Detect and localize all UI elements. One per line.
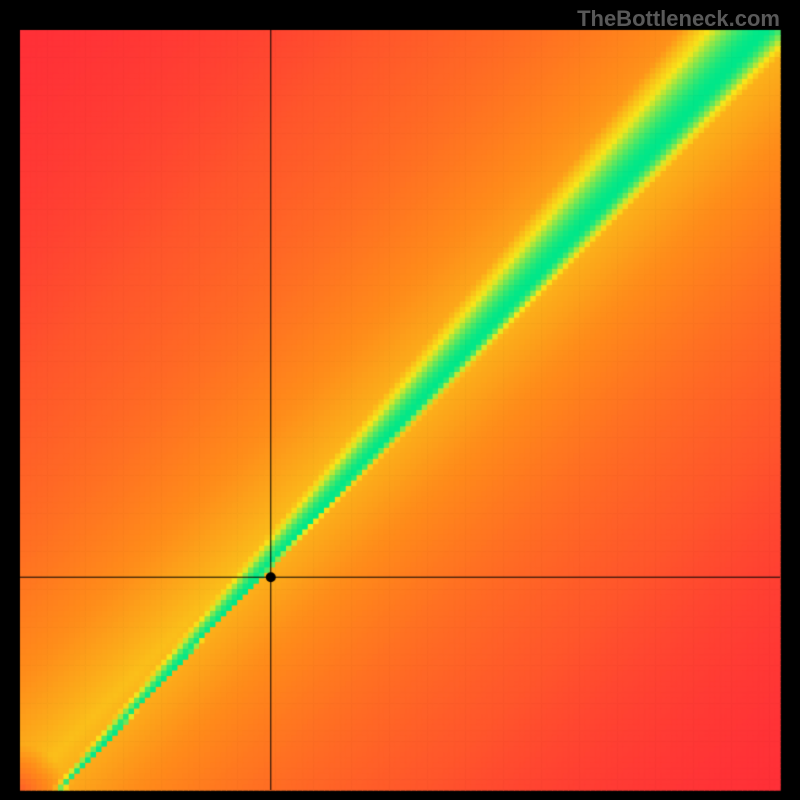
watermark-text: TheBottleneck.com bbox=[577, 6, 780, 32]
bottleneck-heatmap bbox=[0, 0, 800, 800]
chart-container: TheBottleneck.com bbox=[0, 0, 800, 800]
